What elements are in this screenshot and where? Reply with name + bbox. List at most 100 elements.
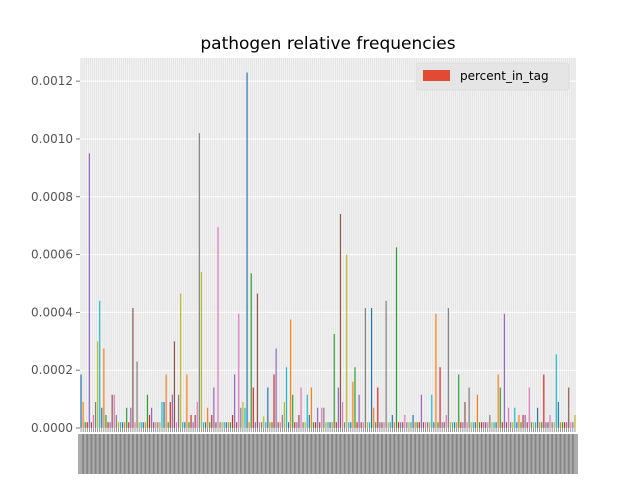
x-tick-label-glyphs xyxy=(376,434,383,474)
bar xyxy=(443,422,445,428)
x-tick-label-glyphs xyxy=(190,434,197,474)
x-tick-label-glyphs xyxy=(381,434,388,474)
bar xyxy=(292,394,294,428)
x-tick-label-glyphs xyxy=(314,434,321,474)
x-tick-label-glyphs xyxy=(144,434,151,474)
bar xyxy=(337,387,339,428)
x-tick-label-glyphs xyxy=(522,434,529,474)
bar xyxy=(400,422,402,428)
bar xyxy=(267,387,269,428)
bar xyxy=(246,72,248,428)
bar xyxy=(431,394,433,428)
bar xyxy=(169,401,171,428)
bar xyxy=(505,422,508,428)
bar xyxy=(202,422,205,428)
bar xyxy=(290,319,292,428)
x-tick-label-glyphs xyxy=(343,434,350,474)
bar xyxy=(231,414,234,428)
bar xyxy=(163,401,165,428)
bar xyxy=(439,367,441,428)
bar xyxy=(90,422,92,428)
bar xyxy=(354,367,356,428)
bar xyxy=(520,422,522,428)
bar xyxy=(350,422,352,428)
bar xyxy=(138,422,140,428)
y-tick-label: 0.0008 xyxy=(31,190,73,204)
bar xyxy=(541,422,543,428)
bar xyxy=(356,422,358,428)
bar xyxy=(136,361,138,428)
bar xyxy=(416,422,418,428)
x-tick-label-glyphs xyxy=(567,434,574,474)
bar xyxy=(333,334,335,428)
bar xyxy=(387,422,389,428)
bar xyxy=(298,414,300,428)
bar xyxy=(92,414,95,428)
x-tick-label-glyphs xyxy=(426,434,433,474)
bar xyxy=(389,422,391,428)
bar xyxy=(161,401,163,428)
bar xyxy=(512,422,514,428)
bar xyxy=(377,387,379,428)
legend-swatch xyxy=(423,70,450,81)
bar xyxy=(273,374,275,428)
x-tick-label-glyphs xyxy=(227,434,234,474)
bar xyxy=(528,387,530,428)
x-tick-label-glyphs xyxy=(94,434,101,474)
x-tick-label-glyphs xyxy=(177,434,184,474)
bar xyxy=(491,422,493,428)
bar xyxy=(449,422,452,428)
bar xyxy=(503,313,505,428)
x-tick-label-glyphs xyxy=(306,434,313,474)
x-tick-label-glyphs xyxy=(256,434,263,474)
bar xyxy=(242,401,244,428)
y-tick-label: 0.0006 xyxy=(31,248,73,262)
x-tick-label-glyphs xyxy=(372,434,379,474)
bar xyxy=(375,422,377,428)
x-tick-label-glyphs xyxy=(505,434,512,474)
bar xyxy=(551,422,553,428)
bar xyxy=(209,422,211,428)
x-tick-label-glyphs xyxy=(239,434,246,474)
x-tick-label-glyphs xyxy=(264,434,271,474)
x-tick-label-glyphs xyxy=(252,434,259,474)
x-tick-label-glyphs xyxy=(530,434,537,474)
x-tick-label-glyphs xyxy=(152,434,159,474)
bar xyxy=(175,422,178,428)
bar xyxy=(200,271,202,428)
x-tick-label-glyphs xyxy=(219,434,226,474)
bar xyxy=(314,422,317,428)
bar xyxy=(381,422,383,428)
x-tick-label-glyphs xyxy=(339,434,346,474)
bar xyxy=(476,394,478,428)
bar xyxy=(344,422,346,428)
x-tick-label-glyphs xyxy=(347,434,354,474)
bar xyxy=(447,308,449,428)
bar xyxy=(130,407,132,428)
x-tick-label-glyphs xyxy=(298,434,305,474)
bar xyxy=(146,394,149,428)
x-tick-label-glyphs xyxy=(131,434,138,474)
bar xyxy=(366,422,369,428)
bar xyxy=(429,422,431,428)
bar xyxy=(553,422,555,428)
bar xyxy=(207,407,209,428)
bar xyxy=(408,422,410,428)
x-tick-label-glyphs xyxy=(310,434,317,474)
bar xyxy=(497,374,499,428)
x-tick-label-glyphs xyxy=(414,434,421,474)
x-tick-label-glyphs xyxy=(148,434,155,474)
bar xyxy=(204,422,207,428)
x-tick-label-glyphs xyxy=(364,434,371,474)
x-tick-label-glyphs xyxy=(136,434,143,474)
bar xyxy=(105,414,107,428)
bar xyxy=(296,422,298,428)
bars xyxy=(80,72,576,428)
bar xyxy=(383,422,385,428)
bar xyxy=(88,153,90,428)
x-tick-label-glyphs xyxy=(248,434,255,474)
bar xyxy=(441,422,443,428)
bar xyxy=(126,407,128,428)
bar xyxy=(287,422,290,428)
x-tick-label-glyphs xyxy=(493,434,500,474)
